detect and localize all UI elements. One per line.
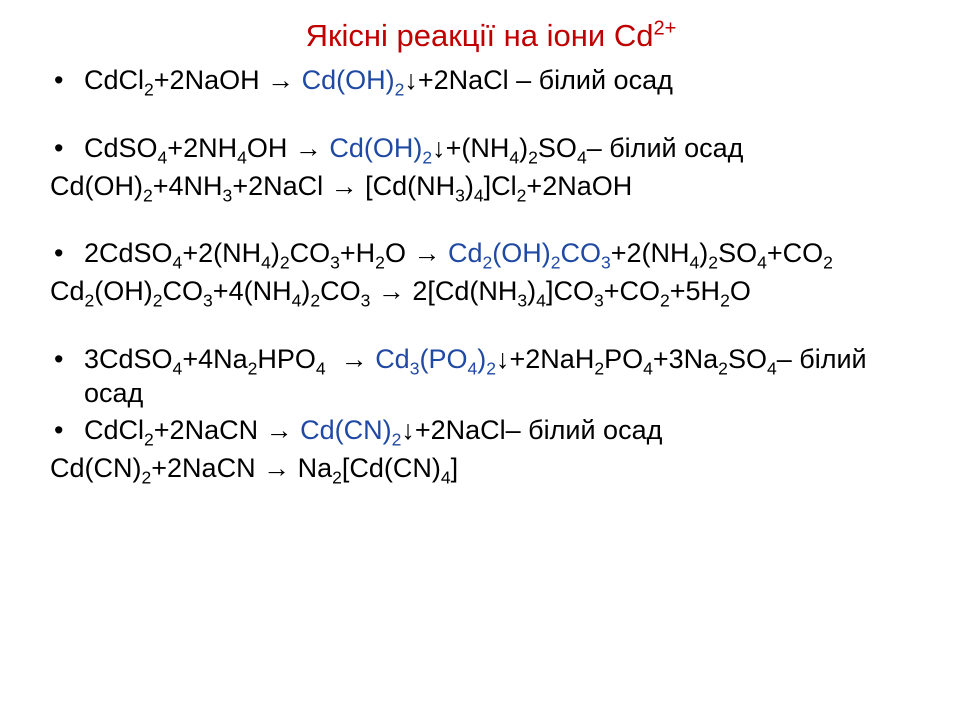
- spacer: [50, 203, 932, 237]
- product-formula: Cd(OH)2: [329, 133, 432, 163]
- reaction-text: Cd2(OH)2CO3+4(NH4)2CO3 → 2[Cd(NH3)4]CO3+…: [50, 276, 751, 306]
- spacer: [50, 309, 932, 343]
- title-sup: 2+: [653, 18, 676, 40]
- reaction-text: Cd(CN)2+2NaCN → Na2[Cd(CN)4]: [50, 453, 458, 483]
- product-formula: Cd3(PO4)2: [375, 344, 496, 374]
- reaction-text: CdCl2+2NaCN →: [84, 415, 300, 445]
- title-text: Якісні реакції на іони Cd: [306, 18, 654, 53]
- product-formula: Cd2(OH)2CO3: [448, 238, 611, 268]
- reaction-text: ↓+2NaCl– білий осад: [401, 415, 662, 445]
- slide: Якісні реакції на іони Cd2+ CdCl2+2NaOH …: [0, 0, 960, 720]
- product-formula: Cd(OH)2: [302, 65, 405, 95]
- reaction-line: 3CdSO4+4Na2HPO4 → Cd3(PO4)2↓+2NaH2PO4+3N…: [50, 343, 932, 411]
- reaction-text: +2(NH4)2SO4+CO2: [611, 238, 833, 268]
- reaction-line: CdCl2+2NaOH → Cd(OH)2↓+2NaCl – білий оса…: [50, 64, 932, 98]
- reaction-text: CdSO4+2NH4OH →: [84, 133, 329, 163]
- reaction-text: 3CdSO4+4Na2HPO4 →: [84, 344, 375, 374]
- reaction-line: CdSO4+2NH4OH → Cd(OH)2↓+(NH4)2SO4– білий…: [50, 132, 932, 166]
- slide-title: Якісні реакції на іони Cd2+: [50, 18, 932, 54]
- reaction-line: Cd(CN)2+2NaCN → Na2[Cd(CN)4]: [50, 452, 932, 486]
- reaction-line: CdCl2+2NaCN → Cd(CN)2↓+2NaCl– білий осад: [50, 414, 932, 448]
- reaction-text: ↓+(NH4)2SO4– білий осад: [432, 133, 743, 163]
- reaction-text: ↓+2NaCl – білий осад: [404, 65, 672, 95]
- reaction-line: Cd(OH)2+4NH3+2NaCl → [Cd(NH3)4]Cl2+2NaOH: [50, 170, 932, 204]
- reaction-text: 2CdSO4+2(NH4)2CO3+H2O →: [84, 238, 448, 268]
- product-formula: Cd(CN)2: [300, 415, 401, 445]
- spacer: [50, 98, 932, 132]
- reaction-text: CdCl2+2NaOH →: [84, 65, 302, 95]
- reaction-line: 2CdSO4+2(NH4)2CO3+H2O → Cd2(OH)2CO3+2(NH…: [50, 237, 932, 271]
- reaction-text: Cd(OH)2+4NH3+2NaCl → [Cd(NH3)4]Cl2+2NaOH: [50, 171, 632, 201]
- slide-body: CdCl2+2NaOH → Cd(OH)2↓+2NaCl – білий оса…: [50, 64, 932, 486]
- reaction-line: Cd2(OH)2CO3+4(NH4)2CO3 → 2[Cd(NH3)4]CO3+…: [50, 275, 932, 309]
